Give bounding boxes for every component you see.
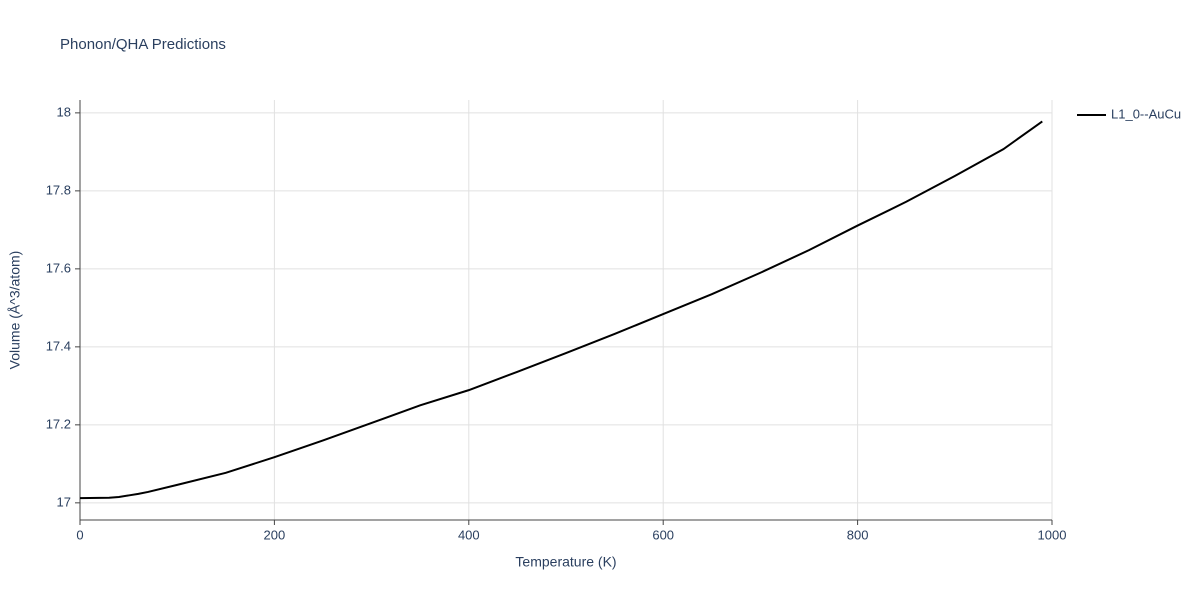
y-tick-label: 17.8 [46, 182, 71, 197]
x-tick-label: 0 [76, 527, 83, 542]
y-tick-label: 17 [57, 494, 71, 509]
y-tick-label: 18 [57, 104, 71, 119]
x-axis-title: Temperature (K) [515, 554, 616, 570]
y-axis-title: Volume (Å^3/atom) [7, 251, 23, 370]
x-tick-label: 1000 [1038, 527, 1067, 542]
chart-title: Phonon/QHA Predictions [60, 36, 226, 53]
y-tick-label: 17.6 [46, 260, 71, 275]
x-tick-label: 200 [264, 527, 286, 542]
x-tick-label: 600 [652, 527, 674, 542]
x-tick-label: 400 [458, 527, 480, 542]
x-tick-label: 800 [847, 527, 869, 542]
data-line [79, 120, 1043, 500]
y-tick-label: 17.4 [46, 338, 71, 353]
legend-label: L1_0--AuCu [1111, 106, 1181, 121]
y-tick-label: 17.2 [46, 416, 71, 431]
